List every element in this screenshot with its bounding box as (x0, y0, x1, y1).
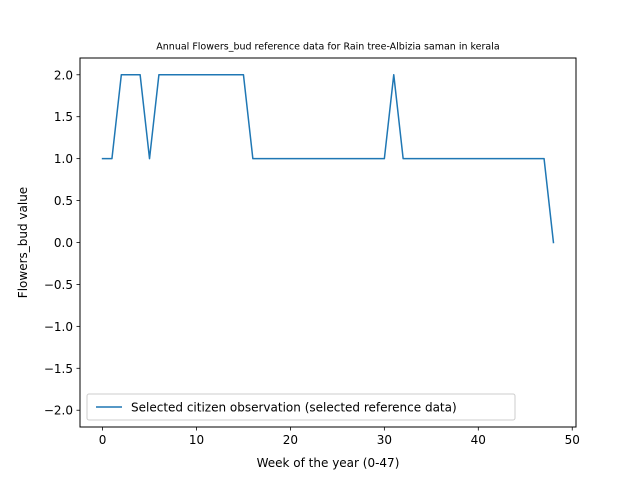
y-tick-label: −1.0 (44, 320, 73, 334)
y-tick-label: 0.5 (54, 194, 73, 208)
y-tick-label: −2.0 (44, 404, 73, 418)
plot-frame (79, 57, 577, 428)
y-axis-label: Flowers_bud value (16, 187, 30, 298)
x-tick-label: 10 (189, 433, 204, 447)
y-tick-label: −1.5 (44, 362, 73, 376)
y-tick-label: 2.0 (54, 68, 73, 82)
legend-label: Selected citizen observation (selected r… (131, 401, 457, 415)
x-tick-label: 30 (377, 433, 392, 447)
x-tick-label: 0 (99, 433, 107, 447)
series-group (101, 74, 555, 244)
legend-box (86, 393, 516, 421)
y-tick-label: 1.0 (54, 152, 73, 166)
x-tick-label: 20 (283, 433, 298, 447)
y-tick-label: 0.0 (54, 236, 73, 250)
x-axis-label: Week of the year (0-47) (257, 456, 400, 470)
x-tick-label: 50 (565, 433, 580, 447)
legend: Selected citizen observation (selected r… (86, 393, 516, 421)
axes: 0 10 20 30 40 50 −2.0 −1.5 −1.0 −0.5 0.0 0.5 1.0 1.5 2… (44, 68, 580, 447)
x-tick-label: 40 (471, 433, 486, 447)
chart-title: Annual Flowers_bud reference data for Ra… (156, 42, 499, 53)
y-tick-label: 1.5 (54, 110, 73, 124)
series-line-0 (101, 74, 555, 244)
y-tick-label: −0.5 (44, 278, 73, 292)
